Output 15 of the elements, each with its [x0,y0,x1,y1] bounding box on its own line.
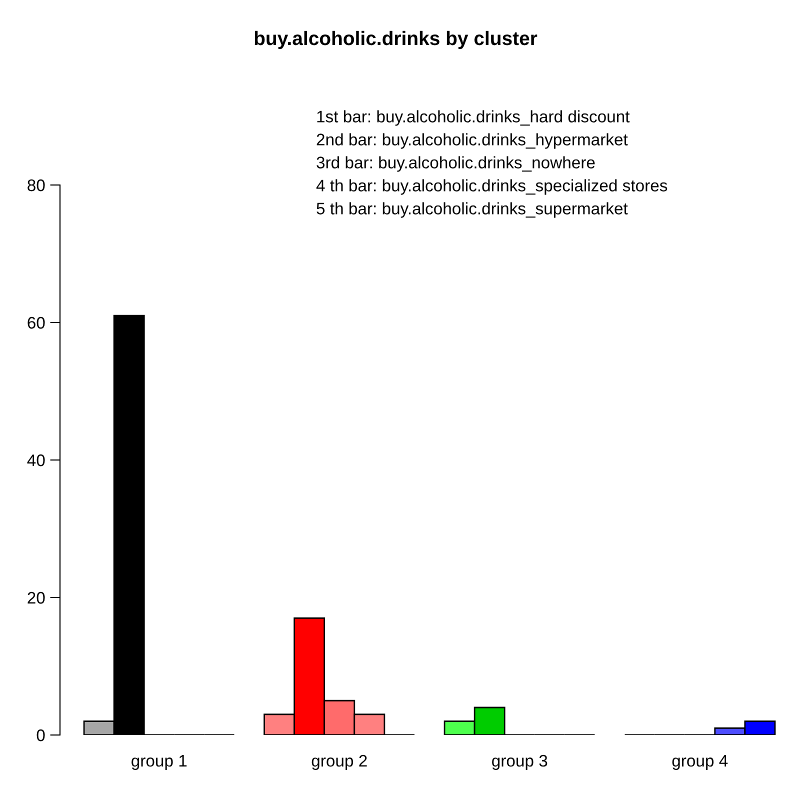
y-tick-label: 60 [28,316,45,329]
y-tick-label: 40 [27,454,45,466]
text: 1st bar: buy.alcoholic.drinks_hard discount [317,110,630,126]
x-tick-label: group 3 [492,754,548,770]
text: 2nd bar: buy.alcoholic.drinks_hypermarket [316,133,628,149]
x-tick-label: group 4 [672,755,728,770]
annotation: 4 th bar: buy.alcoholic.drinks_specialized stores [316,179,668,195]
x-tick-label: group 2 [312,754,367,770]
x-tick-label: group 1 [132,755,187,770]
y-tick-label: 20 [28,592,45,604]
y-tick-label: 80 [28,179,45,192]
y-tick-label: 0 [36,729,45,742]
text: 3rd bar: buy.alcoholic.drinks_nowhere [316,156,595,172]
annotation: 5 th bar: buy.alcoholic.drinks_supermarket [316,202,628,218]
chart-title: buy.alcoholic.drinks by cluster [254,30,538,50]
